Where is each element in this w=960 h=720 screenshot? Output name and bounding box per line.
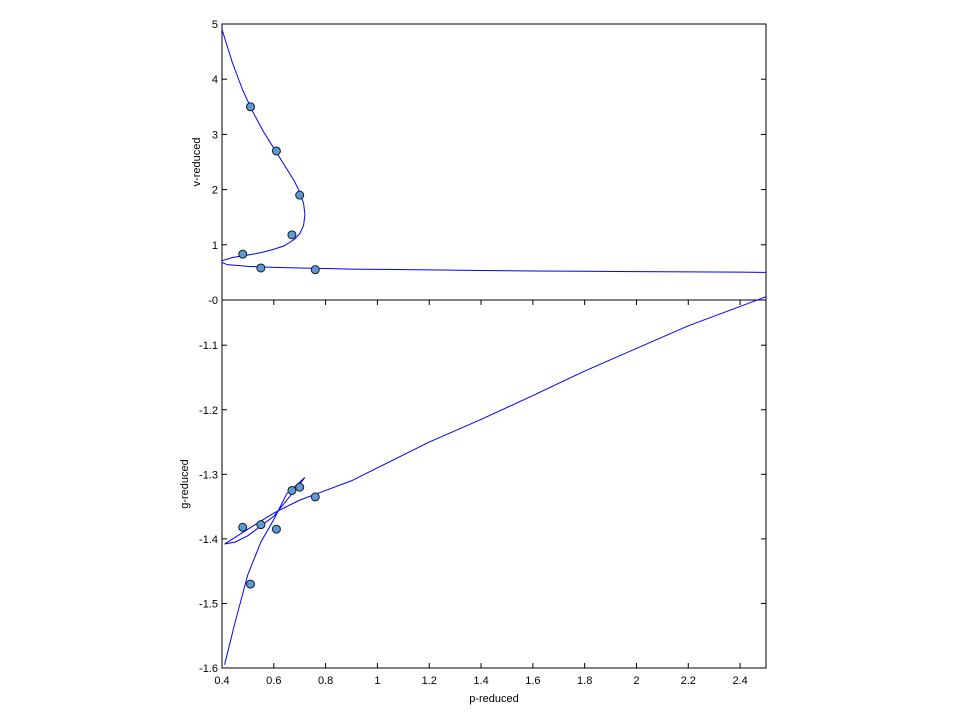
bottom-plot-panel: -1.1 -1.2 -1.3 -1.4 -1.5 -1.6 0.4 0.6 0.8 1 1.2 1.… xyxy=(179,296,767,705)
bottom-x-tick-label: 1.4 xyxy=(473,675,488,687)
top-data-point-marker xyxy=(310,265,320,275)
top-y-tick-label: 1 xyxy=(212,240,218,252)
top-series-markers xyxy=(238,102,320,275)
top-y-tick-label: 2 xyxy=(212,185,218,197)
bottom-data-point-marker xyxy=(287,485,297,495)
top-data-point-marker xyxy=(256,263,266,273)
top-data-point-marker xyxy=(238,249,248,259)
top-y-tick-label: 4 xyxy=(212,74,218,86)
bottom-data-point-marker xyxy=(238,522,248,532)
bottom-x-tick-label: 2.2 xyxy=(681,675,696,687)
bottom-x-tick-label: 1.8 xyxy=(577,675,592,687)
bottom-x-tick-label: 0.4 xyxy=(214,675,229,687)
bottom-curve-line xyxy=(224,296,767,665)
bottom-x-ticks: 0.4 0.6 0.8 1 1.2 1.4 1.6 1.8 2 2.2 2.4 xyxy=(214,300,748,687)
top-y-tick-label: 5 xyxy=(212,19,218,31)
top-y-axis-label: v-reduced xyxy=(191,138,203,187)
bottom-series-lines xyxy=(224,296,767,665)
bottom-data-point-marker xyxy=(256,520,266,530)
bottom-data-point-marker xyxy=(271,524,281,534)
top-series-lines xyxy=(221,29,767,273)
bottom-y-tick-label: -1.5 xyxy=(199,598,218,610)
bottom-y-axis-label: g-reduced xyxy=(179,459,191,509)
bottom-y-ticks: -1.1 -1.2 -1.3 -1.4 -1.5 -1.6 xyxy=(199,340,766,675)
top-plot-area xyxy=(221,23,767,301)
bottom-x-tick-label: 2.4 xyxy=(732,675,747,687)
top-y-tick-label: -0 xyxy=(208,295,218,307)
top-plot-panel: -0 1 2 3 4 5 v-reduced xyxy=(191,19,767,307)
bottom-x-tick-label: 1.6 xyxy=(525,675,540,687)
bottom-data-point-marker xyxy=(310,492,320,502)
bottom-x-tick-label: 1.2 xyxy=(422,675,437,687)
top-y-tick-label: 3 xyxy=(212,129,218,141)
bottom-x-tick-label: 0.8 xyxy=(318,675,333,687)
bottom-series-markers xyxy=(238,482,320,589)
bottom-y-tick-label: -1.1 xyxy=(199,340,218,352)
bottom-x-tick-label: 1 xyxy=(374,675,380,687)
bottom-y-tick-label: -1.3 xyxy=(199,469,218,481)
bottom-y-tick-label: -1.6 xyxy=(199,663,218,675)
top-y-ticks: -0 1 2 3 4 5 xyxy=(208,19,766,307)
top-data-point-marker xyxy=(245,102,255,112)
top-curve-line xyxy=(221,29,767,273)
top-data-point-marker xyxy=(287,230,297,240)
bottom-plot-area xyxy=(221,299,767,669)
bottom-x-axis-label: p-reduced xyxy=(469,693,519,705)
bottom-data-point-marker xyxy=(245,579,255,589)
top-data-point-marker xyxy=(271,146,281,156)
top-data-point-marker xyxy=(295,190,305,200)
bottom-x-tick-label: 0.6 xyxy=(266,675,281,687)
bottom-y-tick-label: -1.2 xyxy=(199,405,218,417)
bottom-x-tick-label: 2 xyxy=(633,675,639,687)
bottom-y-tick-label: -1.4 xyxy=(199,534,218,546)
bottom-data-point-marker xyxy=(295,482,305,492)
